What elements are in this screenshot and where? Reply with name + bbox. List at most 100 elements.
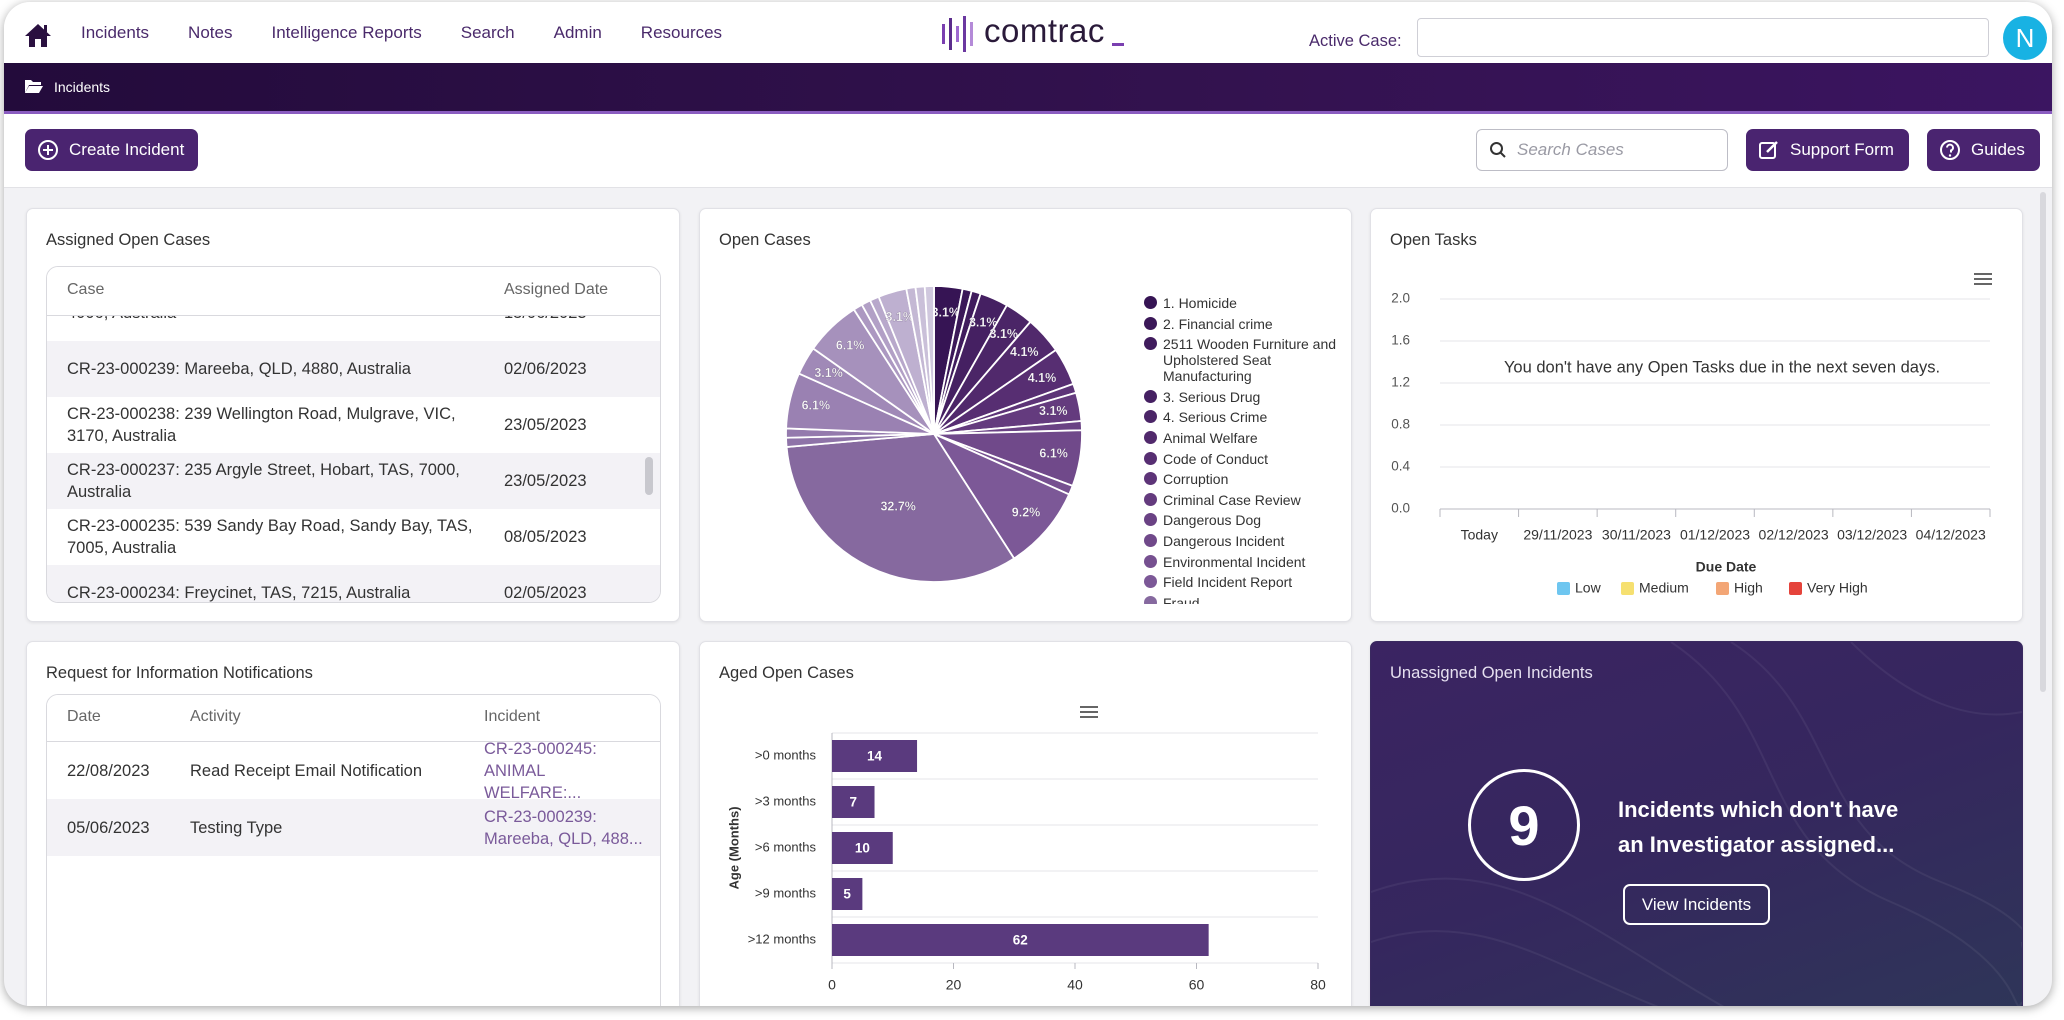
bar-label: 62 — [1013, 933, 1028, 948]
search-cases[interactable]: Search Cases — [1476, 129, 1728, 171]
legend-item[interactable]: 4. Serious Crime — [1144, 409, 1344, 425]
y-tick-label: 1.2 — [1391, 375, 1410, 390]
legend-item[interactable]: 1. Homicide — [1144, 295, 1344, 311]
legend-label: Animal Welfare — [1163, 429, 1258, 446]
bar — [832, 878, 863, 910]
table-header: Date Activity Incident — [47, 695, 660, 742]
legend-item[interactable]: 3. Serious Drug — [1144, 389, 1344, 405]
table-row: CR-23-000235: 539 Sandy Bay Road, Sandy … — [47, 509, 660, 565]
slice-label: 4.1% — [1028, 371, 1057, 385]
legend-item[interactable]: Dangerous Incident — [1144, 533, 1344, 549]
y-axis-title: Age (Months) — [726, 806, 741, 889]
bar — [832, 924, 1209, 956]
legend-item[interactable]: Dangerous Dog — [1144, 512, 1344, 528]
legend-item[interactable]: Fraud — [1144, 595, 1344, 604]
legend-label: Corruption — [1163, 471, 1229, 488]
legend-label: Code of Conduct — [1163, 450, 1269, 467]
nav-item[interactable]: Resources — [640, 22, 723, 42]
table-row: 05/06/2023 Testing Type CR-23-000239: Mare… — [47, 799, 660, 856]
table-cell: Testing Type — [190, 818, 283, 837]
home-icon[interactable] — [24, 22, 52, 48]
bar-label: 7 — [850, 795, 858, 810]
logo-text: comtrac — [984, 12, 1105, 49]
avatar[interactable]: N — [2003, 16, 2047, 60]
table-cell: CR-23-000235: 539 Sandy Bay Road, Sandy … — [67, 517, 473, 557]
table-cell[interactable]: CR-23-000245: ANIMAL WELFARE:... — [484, 739, 597, 802]
legend-label: Dangerous Incident — [1163, 532, 1285, 549]
active-case-input[interactable] — [1417, 18, 1989, 57]
bar-label: 14 — [867, 749, 883, 764]
table-cell: 23/05/2023 — [504, 472, 587, 490]
legend-swatch — [1144, 595, 1157, 604]
table-cell: 02/05/2023 — [504, 584, 587, 602]
create-incident-button[interactable]: Create Incident — [25, 129, 198, 171]
panel-title: Unassigned Open Incidents — [1390, 664, 1593, 682]
legend-item[interactable]: Corruption — [1144, 471, 1344, 487]
page-scrollbar[interactable] — [2040, 192, 2046, 692]
breadcrumb[interactable]: Incidents — [54, 79, 111, 95]
table-cell: 08/05/2023 — [504, 528, 587, 546]
legend-label: 2511 Wooden Furniture and Upholstered Se… — [1163, 336, 1337, 385]
rfi-panel: Request for Information Notifications Da… — [26, 641, 680, 1006]
table-cell[interactable]: CR-23-000239: Mareeba, QLD, 488... — [484, 807, 643, 848]
slice-label: 9.2% — [1012, 505, 1041, 519]
tasks-chart: 0.0 0.4 0.8 1.2 1.6 2.0 Today 29/11/2023 30/11/2… — [1391, 273, 1992, 596]
legend-item[interactable]: Environmental Incident — [1144, 554, 1344, 570]
open-tasks-panel: Open Tasks 0.0 0.4 0.8 1.2 1.6 2.0 Today 29/11/… — [1370, 208, 2023, 622]
scrollbar-thumb[interactable] — [645, 457, 653, 495]
legend-swatch — [1144, 575, 1157, 589]
legend-swatch — [1557, 582, 1570, 595]
table-cell: 05/06/2023 — [67, 818, 150, 837]
nav-item[interactable]: Incidents — [81, 22, 150, 42]
support-form-button[interactable]: Support Form — [1746, 129, 1909, 171]
legend-swatch — [1144, 430, 1157, 444]
y-tick-label: 0.0 — [1391, 501, 1410, 516]
nav-item[interactable]: Admin — [553, 22, 602, 42]
nav-item[interactable]: Intelligence Reports — [271, 22, 422, 42]
legend-label: 1. Homicide — [1163, 295, 1237, 311]
bar — [832, 832, 893, 864]
legend-item[interactable]: 2. Financial crime — [1144, 316, 1344, 332]
legend-item[interactable]: Criminal Case Review — [1144, 492, 1344, 508]
column-header: Case — [67, 281, 105, 298]
view-incidents-button[interactable]: View Incidents — [1623, 884, 1770, 925]
table-row: CR-23-000234: Freycinet, TAS, 7215, Aust… — [47, 565, 660, 602]
slice-label: 3.1% — [814, 366, 843, 380]
legend-swatch — [1144, 316, 1157, 330]
unassigned-panel: Unassigned Open Incidents 9 Incidents wh… — [1370, 641, 2023, 1006]
y-tick-label: 0.4 — [1391, 459, 1410, 474]
slice-label: 3.1% — [1039, 404, 1068, 418]
legend-swatch — [1789, 582, 1802, 595]
table-cell: CR-23-000234: Freycinet, TAS, 7215, Aust… — [67, 584, 411, 602]
slice-label: 32.7% — [880, 499, 915, 513]
legend-item[interactable]: 2511 Wooden Furniture and Upholstered Se… — [1144, 336, 1344, 384]
edit-icon — [1759, 141, 1778, 159]
button-label: Support Form — [1790, 140, 1894, 159]
table-row: CR-23-000237: 235 Argyle Street, Hobart,… — [47, 453, 660, 509]
slice-label: 6.1% — [836, 339, 865, 353]
legend-swatch — [1144, 533, 1157, 547]
legend-item[interactable]: Animal Welfare — [1144, 430, 1344, 446]
menu-icon — [1080, 706, 1098, 708]
nav-item[interactable]: Search — [460, 22, 515, 42]
legend-label: Criminal Case Review — [1163, 491, 1301, 508]
legend-item[interactable]: Field Incident Report — [1144, 574, 1344, 590]
panel-title: Open Tasks — [1390, 231, 1477, 249]
x-axis-title: Due Date — [1696, 559, 1757, 575]
guides-button[interactable]: Guides — [1927, 129, 2040, 171]
legend-label: 2. Financial crime — [1163, 315, 1273, 332]
x-tick-label: 20 — [946, 977, 962, 993]
column-header: Date — [67, 708, 101, 725]
bar — [832, 740, 918, 772]
legend-label: High — [1734, 580, 1763, 596]
legend-label: Medium — [1639, 580, 1689, 596]
legend-label: Environmental Incident — [1163, 553, 1306, 570]
help-icon — [1940, 140, 1960, 160]
y-tick-label: >6 months — [755, 839, 817, 854]
assigned-panel: Assigned Open Cases Case Assigned Date 400… — [26, 208, 680, 622]
y-tick-label: >12 months — [748, 931, 817, 946]
legend-item[interactable]: Code of Conduct — [1144, 451, 1344, 467]
column-header: Activity — [190, 708, 241, 725]
nav-item[interactable]: Notes — [188, 22, 233, 42]
x-tick-label: 40 — [1067, 977, 1083, 993]
